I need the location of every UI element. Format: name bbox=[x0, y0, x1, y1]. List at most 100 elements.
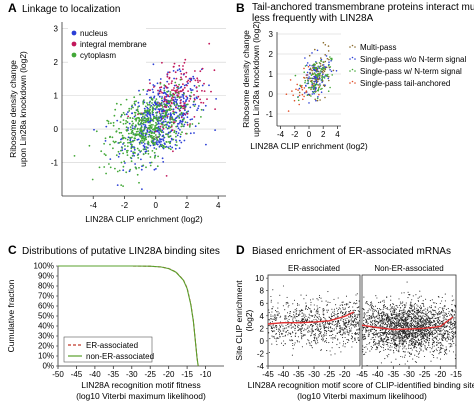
point-d bbox=[280, 330, 282, 332]
point-d bbox=[396, 317, 398, 320]
point-cytoplasm bbox=[145, 166, 147, 169]
point-d bbox=[374, 305, 377, 307]
point-d bbox=[301, 327, 304, 329]
point-d bbox=[426, 335, 428, 337]
point-d bbox=[356, 315, 358, 317]
point-cytoplasm bbox=[130, 145, 133, 148]
point-d bbox=[270, 325, 272, 327]
point-d bbox=[316, 305, 318, 307]
point-d bbox=[299, 314, 301, 316]
point-d bbox=[396, 343, 398, 345]
point-d bbox=[396, 333, 398, 335]
point-d bbox=[434, 328, 436, 330]
point-nucleus bbox=[142, 144, 145, 147]
point-d bbox=[399, 309, 401, 311]
point-nucleus bbox=[141, 188, 143, 191]
point-d bbox=[379, 332, 381, 334]
point-d bbox=[432, 339, 434, 341]
point-single-pass-w-n-term-signal bbox=[304, 65, 307, 67]
point-d bbox=[386, 318, 388, 320]
point-d bbox=[329, 350, 331, 352]
point-d bbox=[379, 318, 381, 320]
point-d bbox=[295, 316, 297, 318]
point-d bbox=[423, 340, 425, 342]
point-d bbox=[375, 310, 378, 312]
point-integral-membrane bbox=[160, 86, 163, 89]
point-d bbox=[287, 334, 289, 336]
point-d bbox=[293, 299, 296, 301]
point-d bbox=[406, 338, 408, 340]
point-nucleus bbox=[179, 129, 181, 131]
point-d bbox=[414, 335, 416, 337]
ytick-d: 10 bbox=[255, 274, 264, 283]
point-nucleus bbox=[177, 132, 180, 135]
point-nucleus bbox=[149, 116, 152, 118]
point-d bbox=[286, 296, 288, 298]
point-d bbox=[442, 336, 444, 338]
point-d bbox=[449, 345, 452, 347]
point-d bbox=[268, 332, 270, 334]
point-d bbox=[446, 353, 448, 355]
point-d bbox=[431, 348, 433, 350]
point-d bbox=[392, 336, 394, 339]
point-single-pass-tail-anchored bbox=[303, 67, 305, 70]
point-single-pass-w-n-term-signal bbox=[314, 91, 317, 93]
point-d bbox=[363, 326, 365, 329]
point-d bbox=[403, 351, 405, 353]
point-d bbox=[277, 328, 279, 330]
point-d bbox=[376, 334, 378, 336]
point-d bbox=[400, 323, 402, 325]
point-d bbox=[404, 306, 406, 308]
point-cytoplasm bbox=[139, 129, 142, 132]
point-integral-membrane bbox=[184, 58, 187, 61]
point-d bbox=[443, 317, 445, 319]
point-d bbox=[427, 330, 429, 332]
point-cytoplasm bbox=[152, 109, 155, 111]
point-nucleus bbox=[194, 125, 197, 128]
xtick-d: -35 bbox=[293, 370, 305, 379]
point-d bbox=[380, 329, 382, 332]
point-cytoplasm bbox=[129, 136, 132, 139]
point-d bbox=[271, 330, 273, 332]
point-d bbox=[443, 333, 446, 335]
point-d bbox=[367, 318, 369, 320]
point-d bbox=[410, 315, 412, 317]
point-d bbox=[329, 331, 331, 333]
point-d bbox=[375, 332, 377, 334]
point-d bbox=[405, 341, 407, 343]
point-d bbox=[367, 322, 369, 324]
point-cytoplasm bbox=[156, 123, 158, 126]
point-cytoplasm bbox=[147, 119, 150, 122]
point-d bbox=[375, 309, 377, 311]
point-cytoplasm bbox=[114, 167, 116, 170]
point-d bbox=[403, 330, 405, 332]
point-d bbox=[440, 343, 442, 345]
point-d bbox=[315, 322, 317, 324]
point-d bbox=[405, 325, 407, 327]
point-nucleus bbox=[191, 118, 194, 120]
point-d bbox=[430, 329, 432, 331]
point-integral-membrane bbox=[163, 100, 166, 103]
point-d bbox=[365, 302, 367, 304]
point-d bbox=[435, 337, 438, 340]
point-d bbox=[423, 322, 425, 324]
point-nucleus bbox=[156, 82, 159, 85]
point-d bbox=[398, 298, 400, 300]
point-d bbox=[403, 308, 405, 310]
point-d bbox=[417, 326, 420, 328]
point-d bbox=[386, 326, 388, 328]
point-d bbox=[357, 310, 359, 312]
point-integral-membrane bbox=[180, 73, 183, 75]
point-d bbox=[391, 307, 393, 309]
point-d bbox=[335, 326, 337, 328]
point-d bbox=[378, 307, 380, 310]
point-single-pass-w-n-term-signal bbox=[313, 84, 316, 86]
point-d bbox=[334, 323, 336, 326]
point-d bbox=[413, 319, 415, 321]
point-d bbox=[365, 318, 367, 320]
point-cytoplasm bbox=[175, 125, 178, 128]
point-multi-pass bbox=[314, 48, 316, 51]
point-d bbox=[416, 312, 418, 314]
point-d bbox=[428, 311, 430, 314]
point-d bbox=[422, 315, 424, 317]
